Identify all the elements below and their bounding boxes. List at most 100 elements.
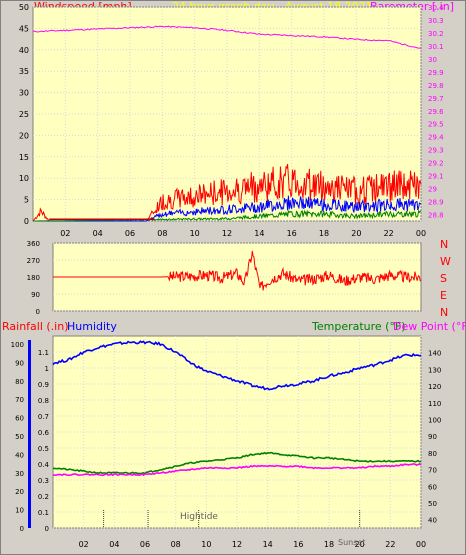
barometer-tick-label: 30: [428, 56, 437, 64]
temperature-tick-label: 90: [428, 433, 437, 441]
rainfall-axis-label: Rainfall (.in): [2, 320, 69, 333]
wind-x-tick-label: 14: [254, 229, 264, 238]
wind-x-tick-label: 02: [60, 229, 70, 238]
windspeed-tick-label: 30: [19, 89, 29, 98]
rainfall-tick-label: 20: [15, 488, 24, 496]
temp-x-tick-label: 02: [79, 540, 89, 549]
wind-baro-series: [32, 25, 422, 222]
wind-average-line: [33, 195, 422, 222]
humidity-tick-label: 0.6: [38, 429, 50, 437]
temperature-line: [52, 451, 422, 475]
wind-x-tick-label: 04: [93, 229, 103, 238]
barometer-tick-label: 29.3: [428, 147, 444, 155]
rainfall-tick-label: 80: [15, 378, 24, 386]
wind-x-tick-label: 20: [351, 229, 361, 238]
hightide-label: Hightide: [180, 512, 218, 522]
wind-x-tick-label: 12: [222, 229, 232, 238]
temp-x-tick-label: 06: [140, 540, 150, 549]
humidity-tick-label: 0.7: [38, 413, 49, 421]
barometer-tick-label: 29: [428, 186, 437, 194]
barometer-tick-label: 29.2: [428, 160, 444, 168]
barometer-tick-labels: 28.8 28.9 29 29.1 29.2 29.3 29.4 29.5 29.6 29.7 29…: [428, 4, 444, 220]
event-markers: [103, 510, 361, 528]
wind-x-tick-label: 10: [190, 229, 200, 238]
humidity-tick-label: 0.9: [38, 381, 49, 389]
temperature-tick-label: 110: [428, 400, 441, 408]
humidity-tick-label: 1.1: [38, 349, 49, 357]
wind-x-tick-label: 18: [319, 229, 329, 238]
temperature-tick-label: 70: [428, 467, 437, 475]
rainfall-tick-label: 70: [15, 396, 24, 404]
compass-label: N: [440, 238, 448, 251]
temp-x-tick-label: 16: [293, 540, 303, 549]
wind-low-line: [33, 209, 421, 222]
barometer-tick-label: 29.8: [428, 82, 444, 90]
barometer-line: [32, 25, 422, 49]
temperature-tick-labels: 40 50 60 70 80 90 100 110 120 130 140: [428, 350, 441, 525]
barometer-tick-label: 29.6: [428, 108, 444, 116]
temperature-tick-label: 40: [428, 517, 437, 525]
direction-tick-label: 180: [27, 274, 40, 282]
rainfall-tick-label: 0: [20, 525, 24, 533]
direction-tick-label: 270: [27, 257, 40, 265]
rainfall-tick-label: 30: [15, 470, 24, 478]
humidity-tick-label: 0.5: [38, 445, 49, 453]
temp-x-tick-label: 22: [385, 540, 395, 549]
windspeed-tick-label: 0: [24, 217, 29, 226]
humidity-tick-label: 0.3: [38, 477, 49, 485]
rainfall-tick-label: 50: [15, 433, 24, 441]
barometer-tick-label: 29.7: [428, 95, 444, 103]
windspeed-tick-label: 40: [19, 46, 29, 55]
barometer-tick-label: 30.1: [428, 43, 444, 51]
temp-humidity-x-tick-labels: 02 04 06 08 10 12 14 16 18 20 22 00: [79, 540, 427, 549]
windspeed-tick-label: 50: [19, 3, 29, 12]
wind-x-tick-label: 16: [287, 229, 297, 238]
compass-label: S: [440, 272, 447, 285]
humidity-line: [52, 340, 422, 391]
windspeed-tick-labels: 0 5 10 15 20 25 30 35 40 45 50: [19, 3, 29, 226]
wind-direction-line: [53, 250, 422, 291]
humidity-tick-label: 1: [45, 365, 49, 373]
temp-x-tick-label: 00: [416, 540, 426, 549]
temp-x-tick-label: 10: [201, 540, 211, 549]
temp-x-tick-label: 04: [109, 540, 119, 549]
rainfall-tick-label: 40: [15, 451, 24, 459]
barometer-tick-label: 29.4: [428, 134, 444, 142]
temp-x-tick-label: 08: [171, 540, 181, 549]
rainfall-tick-label: 10: [15, 507, 24, 515]
temp-humidity-series: [52, 340, 422, 477]
temperature-tick-label: 120: [428, 383, 441, 391]
humidity-tick-labels: 0 0.1 0.2 0.3 0.4 0.5 0.6 0.7 0.8 0.9 1 1.1: [38, 349, 50, 533]
sunset-label: Sunset: [338, 538, 365, 547]
temperature-tick-label: 60: [428, 483, 437, 491]
humidity-tick-label: 0.8: [38, 397, 49, 405]
wind-direction-series: [53, 250, 422, 291]
temperature-tick-label: 130: [428, 366, 441, 374]
windspeed-tick-label: 35: [19, 67, 29, 76]
barometer-tick-label: 28.9: [428, 199, 444, 207]
barometer-tick-label: 30.4: [428, 4, 444, 12]
temp-x-tick-label: 20: [355, 540, 365, 549]
wind-x-tick-label: 06: [125, 229, 135, 238]
direction-tick-label: 0: [36, 308, 40, 316]
windspeed-tick-label: 25: [19, 110, 29, 119]
windspeed-tick-label: 10: [19, 174, 29, 183]
humidity-tick-label: 0.2: [38, 493, 49, 501]
direction-tick-label: 90: [31, 291, 40, 299]
humidity-tick-label: 0.4: [38, 461, 50, 469]
windspeed-tick-label: 20: [19, 131, 29, 140]
temperature-tick-label: 50: [428, 500, 437, 508]
windspeed-tick-label: 45: [19, 24, 29, 33]
wind-x-tick-label: 00: [416, 229, 426, 238]
temperature-tick-label: 100: [428, 416, 441, 424]
compass-label: N: [440, 306, 448, 319]
wind-direction-tick-labels: 0 90 180 270 360: [27, 240, 40, 316]
windspeed-tick-label: 15: [19, 153, 29, 162]
dewpoint-axis-label: Dew Point (°F): [393, 320, 466, 333]
barometer-tick-label: 29.5: [428, 121, 444, 129]
temp-x-tick-label: 18: [324, 540, 334, 549]
temperature-tick-label: 140: [428, 350, 441, 358]
humidity-axis-label: Humidity: [67, 320, 117, 333]
